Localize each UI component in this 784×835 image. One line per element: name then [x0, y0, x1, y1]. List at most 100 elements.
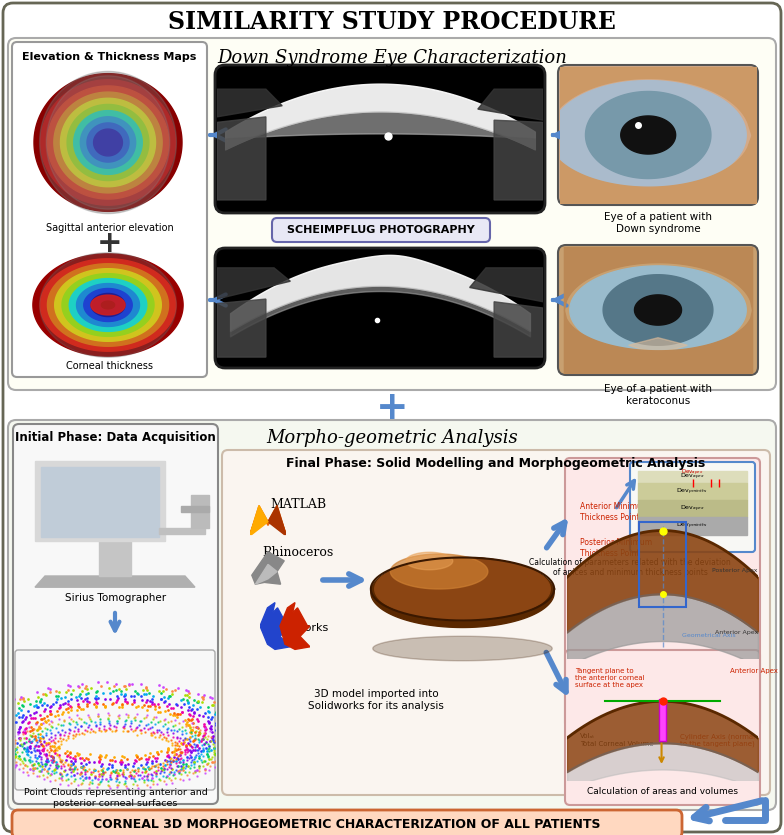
Polygon shape — [638, 471, 747, 483]
Polygon shape — [67, 104, 149, 180]
Text: Eye of a patient with
Down syndrome: Eye of a patient with Down syndrome — [604, 212, 712, 234]
Text: Dev$_{pminths}$: Dev$_{pminths}$ — [677, 521, 709, 531]
Polygon shape — [40, 253, 176, 357]
Text: Dev$_{pminths}$: Dev$_{pminths}$ — [677, 487, 709, 497]
Polygon shape — [260, 603, 290, 650]
Polygon shape — [87, 123, 129, 162]
Text: Anterior Apex: Anterior Apex — [730, 668, 778, 674]
Polygon shape — [80, 117, 136, 168]
Polygon shape — [252, 552, 284, 584]
Polygon shape — [48, 264, 169, 347]
Polygon shape — [550, 81, 746, 190]
Polygon shape — [638, 500, 747, 518]
Polygon shape — [62, 274, 154, 337]
Polygon shape — [406, 552, 452, 569]
Text: Dev$_{apex}$: Dev$_{apex}$ — [680, 504, 705, 514]
Text: SIMILARITY STUDY PROCEDURE: SIMILARITY STUDY PROCEDURE — [168, 10, 616, 34]
Polygon shape — [34, 73, 182, 211]
FancyBboxPatch shape — [12, 810, 682, 835]
Polygon shape — [41, 467, 159, 537]
FancyBboxPatch shape — [13, 424, 218, 804]
FancyBboxPatch shape — [8, 38, 776, 390]
Text: Anterior Minimum
Thickness Point: Anterior Minimum Thickness Point — [580, 503, 649, 522]
FancyBboxPatch shape — [8, 420, 776, 810]
Polygon shape — [217, 117, 266, 200]
Text: Rhinoceros: Rhinoceros — [263, 546, 334, 559]
Polygon shape — [634, 295, 681, 325]
Polygon shape — [77, 284, 140, 326]
Text: MATLAB: MATLAB — [270, 498, 326, 512]
Polygon shape — [60, 99, 155, 187]
Bar — [639, 522, 686, 607]
FancyBboxPatch shape — [558, 65, 758, 205]
Polygon shape — [93, 129, 122, 156]
Polygon shape — [55, 269, 162, 342]
FancyBboxPatch shape — [215, 65, 545, 213]
Polygon shape — [47, 86, 169, 199]
Polygon shape — [91, 295, 125, 315]
Polygon shape — [390, 554, 488, 589]
Text: SCHEIMPFLUG PHOTOGRAPHY: SCHEIMPFLUG PHOTOGRAPHY — [287, 225, 475, 235]
Polygon shape — [54, 92, 162, 193]
Polygon shape — [629, 337, 688, 354]
Text: Sirius Tomographer: Sirius Tomographer — [65, 593, 166, 603]
Text: Calculation of parameters related with the deviation
of apices and minimum thick: Calculation of parameters related with t… — [529, 558, 731, 577]
Polygon shape — [191, 495, 209, 529]
Polygon shape — [33, 254, 183, 357]
Text: Geometrical Axis: Geometrical Axis — [681, 633, 735, 638]
Text: Final Phase: Solid Modelling and Morphogeometric Analysis: Final Phase: Solid Modelling and Morphog… — [286, 457, 706, 469]
Text: Corneal thickness: Corneal thickness — [66, 361, 153, 371]
Text: Down Syndrome Eye Characterization: Down Syndrome Eye Characterization — [217, 49, 567, 67]
FancyBboxPatch shape — [222, 450, 770, 795]
Text: Volₐₜ
Total Corneal Volume: Volₐₜ Total Corneal Volume — [580, 733, 654, 746]
Text: Elevation & Thickness Maps: Elevation & Thickness Maps — [22, 52, 197, 62]
Polygon shape — [250, 506, 286, 534]
Polygon shape — [373, 636, 552, 660]
Text: SolidWorks: SolidWorks — [267, 623, 328, 633]
Text: CORNEAL 3D MORPHOGEOMETRIC CHARACTERIZATION OF ALL PATIENTS: CORNEAL 3D MORPHOGEOMETRIC CHARACTERIZAT… — [93, 817, 601, 831]
Polygon shape — [494, 301, 543, 357]
Polygon shape — [101, 301, 114, 309]
Text: Point Clouds representing anterior and
posterior corneal surfaces: Point Clouds representing anterior and p… — [24, 788, 208, 807]
Text: Tangent plane to
the anterior corneal
surface at the apex: Tangent plane to the anterior corneal su… — [575, 668, 644, 688]
Text: +: + — [376, 389, 408, 427]
Polygon shape — [371, 558, 554, 627]
Text: Eye of a patient with
keratoconus: Eye of a patient with keratoconus — [604, 384, 712, 406]
FancyBboxPatch shape — [3, 3, 781, 832]
Text: Sagittal anterior elevation: Sagittal anterior elevation — [45, 223, 173, 233]
Polygon shape — [250, 506, 268, 534]
Polygon shape — [217, 268, 290, 299]
Text: Anterior Apex: Anterior Apex — [715, 630, 758, 635]
Polygon shape — [159, 529, 205, 534]
Polygon shape — [477, 89, 543, 120]
FancyBboxPatch shape — [215, 248, 545, 368]
Polygon shape — [91, 293, 125, 316]
Text: 3D model imported into
Solidworks for its analysis: 3D model imported into Solidworks for it… — [308, 689, 444, 711]
Polygon shape — [40, 72, 176, 214]
Polygon shape — [638, 483, 747, 500]
Text: Dev$_{apex}$: Dev$_{apex}$ — [681, 468, 704, 478]
FancyBboxPatch shape — [565, 650, 760, 805]
Polygon shape — [603, 275, 713, 346]
Polygon shape — [621, 116, 676, 154]
Polygon shape — [84, 289, 132, 321]
Polygon shape — [586, 92, 711, 179]
Bar — [659, 699, 666, 741]
Text: +: + — [96, 229, 122, 257]
Polygon shape — [46, 76, 170, 210]
Polygon shape — [570, 266, 746, 354]
Polygon shape — [638, 518, 747, 534]
FancyBboxPatch shape — [630, 462, 755, 552]
Polygon shape — [256, 564, 277, 584]
Polygon shape — [280, 603, 310, 650]
Polygon shape — [217, 89, 282, 117]
Polygon shape — [35, 576, 195, 587]
Text: Calculation of areas and volumes: Calculation of areas and volumes — [587, 787, 738, 797]
Polygon shape — [217, 299, 266, 357]
Polygon shape — [268, 506, 286, 534]
Polygon shape — [74, 110, 142, 175]
Polygon shape — [494, 120, 543, 200]
Polygon shape — [181, 506, 209, 512]
Text: Dev$_{apex}$: Dev$_{apex}$ — [680, 472, 705, 482]
FancyBboxPatch shape — [558, 245, 758, 375]
